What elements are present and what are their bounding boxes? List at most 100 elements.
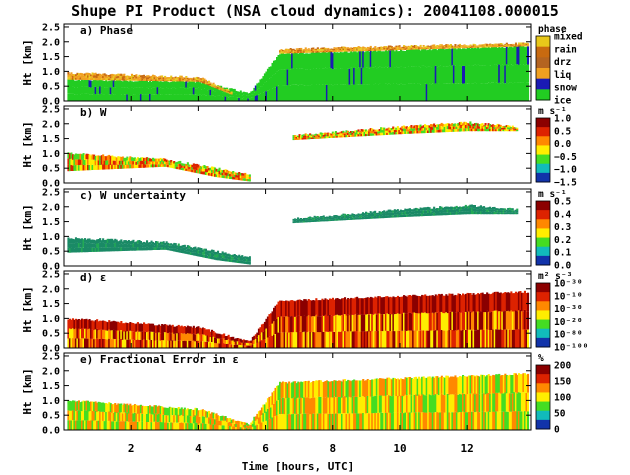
heatmap-cell bbox=[247, 261, 250, 265]
heatmap-cell bbox=[307, 220, 310, 223]
heatmap-cell bbox=[162, 88, 165, 95]
heatmap-cell bbox=[312, 68, 315, 85]
heatmap-cell bbox=[380, 67, 383, 85]
heatmap-cell bbox=[141, 413, 144, 422]
heatmap-cell bbox=[79, 411, 82, 421]
heatmap-cell bbox=[67, 329, 70, 339]
heatmap-cell bbox=[91, 329, 94, 339]
heatmap-cell bbox=[401, 126, 404, 129]
heatmap-cell bbox=[502, 329, 505, 348]
heatmap-cell bbox=[336, 218, 339, 221]
heatmap-cell bbox=[310, 382, 313, 398]
heatmap-cell bbox=[439, 47, 442, 49]
heatmap-cell bbox=[383, 127, 386, 131]
heatmap-cell bbox=[377, 216, 380, 219]
heatmap-cell bbox=[501, 293, 504, 312]
heatmap-cell bbox=[159, 414, 162, 422]
heatmap-cell bbox=[368, 68, 371, 85]
heatmap-cell bbox=[422, 127, 425, 131]
heatmap-cell bbox=[406, 46, 409, 48]
colorbar-label: −1.0 bbox=[554, 165, 577, 176]
heatmap-cell bbox=[430, 84, 433, 101]
heatmap-cell bbox=[405, 128, 408, 132]
heatmap-cell bbox=[307, 134, 310, 137]
heatmap-cell bbox=[446, 123, 449, 127]
heatmap-cell bbox=[123, 94, 126, 101]
heatmap-cell bbox=[328, 217, 331, 220]
heatmap-cell bbox=[470, 123, 473, 127]
chart-title: Shupe PI Product (NSA cloud dynamics): 2… bbox=[71, 2, 559, 20]
heatmap-cell bbox=[82, 319, 85, 329]
heatmap-cell bbox=[304, 51, 307, 53]
heatmap-cell bbox=[164, 87, 167, 95]
heatmap-cell bbox=[212, 90, 215, 96]
heatmap-cell bbox=[389, 313, 392, 331]
heatmap-cell bbox=[492, 82, 495, 101]
heatmap-cell bbox=[173, 80, 176, 82]
heatmap-cell bbox=[445, 330, 448, 348]
heatmap-cell bbox=[442, 66, 445, 84]
heatmap-cell bbox=[279, 397, 282, 414]
heatmap-cell bbox=[174, 76, 177, 79]
heatmap-cell bbox=[520, 45, 523, 47]
heatmap-cell bbox=[384, 211, 387, 214]
heatmap-cell bbox=[93, 77, 96, 81]
heatmap-cell bbox=[164, 332, 167, 341]
heatmap-cell bbox=[135, 247, 138, 251]
heatmap-cell bbox=[208, 170, 211, 174]
heatmap-cell bbox=[348, 216, 351, 219]
heatmap-cell bbox=[171, 422, 174, 430]
heatmap-cell bbox=[499, 208, 502, 211]
heatmap-cell bbox=[492, 211, 495, 215]
heatmap-cell bbox=[468, 47, 471, 48]
heatmap-cell bbox=[271, 323, 274, 336]
heatmap-cell bbox=[121, 323, 124, 332]
heatmap-cell bbox=[212, 331, 215, 337]
heatmap-cell bbox=[489, 312, 492, 331]
heatmap-cell bbox=[330, 51, 333, 69]
heatmap-cell bbox=[297, 49, 300, 52]
heatmap-cell bbox=[304, 397, 307, 414]
heatmap-cell bbox=[114, 76, 117, 79]
heatmap-cell bbox=[437, 312, 440, 330]
heatmap-cell bbox=[384, 130, 387, 133]
heatmap-cell bbox=[224, 91, 227, 93]
heatmap-cell bbox=[250, 425, 253, 428]
panel-5: e) Fractional Error in ε0.00.51.01.52.02… bbox=[21, 351, 571, 436]
heatmap-cell bbox=[177, 414, 180, 423]
heatmap-cell bbox=[360, 133, 363, 137]
heatmap-cell bbox=[442, 212, 445, 216]
heatmap-cell bbox=[117, 244, 120, 248]
heatmap-cell bbox=[298, 382, 301, 399]
heatmap-cell bbox=[285, 69, 288, 86]
heatmap-cell bbox=[351, 49, 354, 51]
heatmap-cell bbox=[527, 64, 530, 83]
heatmap-cell bbox=[96, 328, 99, 339]
heatmap-cell bbox=[158, 88, 161, 95]
heatmap-cell bbox=[483, 47, 486, 66]
heatmap-cell bbox=[392, 66, 395, 84]
heatmap-cell bbox=[192, 80, 195, 82]
heatmap-cell bbox=[96, 76, 99, 79]
heatmap-cell bbox=[82, 75, 85, 78]
heatmap-cell bbox=[439, 206, 442, 210]
heatmap-cell bbox=[129, 412, 132, 422]
heatmap-cell bbox=[398, 46, 401, 49]
heatmap-cell bbox=[424, 48, 427, 50]
heatmap-cell bbox=[465, 49, 468, 67]
heatmap-cell bbox=[85, 410, 88, 421]
heatmap-cell bbox=[386, 330, 389, 348]
heatmap-cell bbox=[401, 128, 404, 132]
heatmap-cell bbox=[325, 49, 328, 51]
heatmap-cell bbox=[251, 423, 254, 427]
heatmap-cell bbox=[402, 131, 405, 134]
heatmap-cell bbox=[395, 48, 398, 51]
heatmap-cell bbox=[152, 241, 155, 245]
heatmap-cell bbox=[253, 339, 256, 344]
heatmap-cell bbox=[195, 248, 198, 251]
heatmap-cell bbox=[312, 84, 315, 101]
heatmap-cell bbox=[437, 330, 440, 348]
heatmap-cell bbox=[223, 420, 226, 426]
heatmap-cell bbox=[244, 422, 247, 425]
heatmap-cell bbox=[493, 64, 496, 83]
